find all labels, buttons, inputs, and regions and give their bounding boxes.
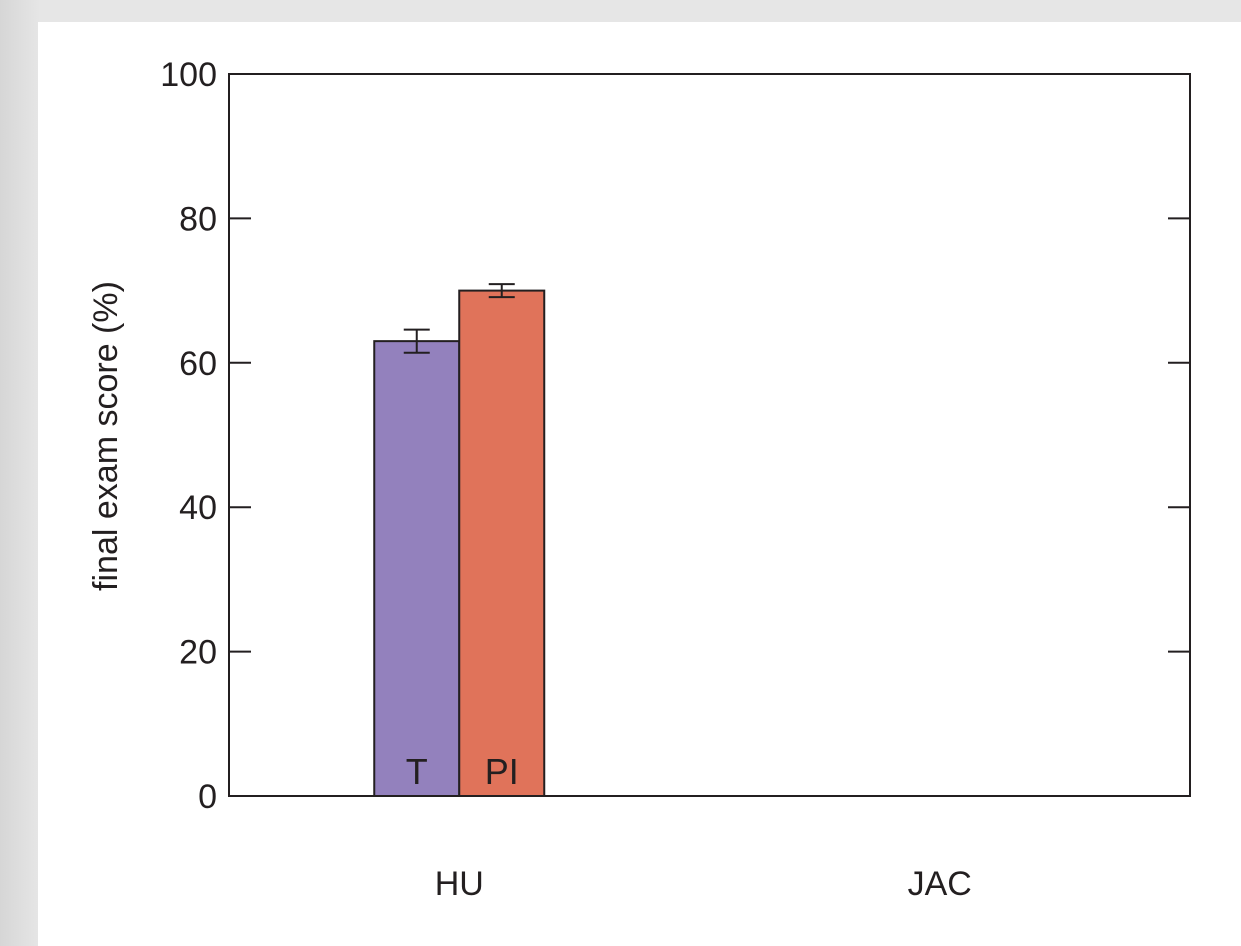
bar-series-label: T (406, 751, 428, 792)
bar (458, 289, 546, 797)
bar-series-label: PI (485, 751, 519, 792)
y-axis-title: final exam score (%) (87, 281, 125, 591)
x-category-label: JAC (908, 865, 972, 903)
y-tick-label: 80 (179, 200, 217, 238)
y-ticks: 0 20 40 60 80 100 (160, 56, 1190, 816)
bar (373, 340, 461, 797)
bars: T PI (373, 283, 546, 797)
y-tick-label: 20 (179, 634, 217, 672)
plot-area-frame (228, 73, 1191, 797)
x-category-label: HU (435, 865, 484, 903)
x-category-labels: HU JAC (435, 865, 972, 903)
y-tick-label: 0 (198, 778, 217, 816)
y-tick-label: 60 (179, 345, 217, 383)
y-tick-label: 100 (160, 56, 217, 94)
figure-panel (38, 22, 1241, 946)
y-tick-label: 40 (179, 489, 217, 527)
